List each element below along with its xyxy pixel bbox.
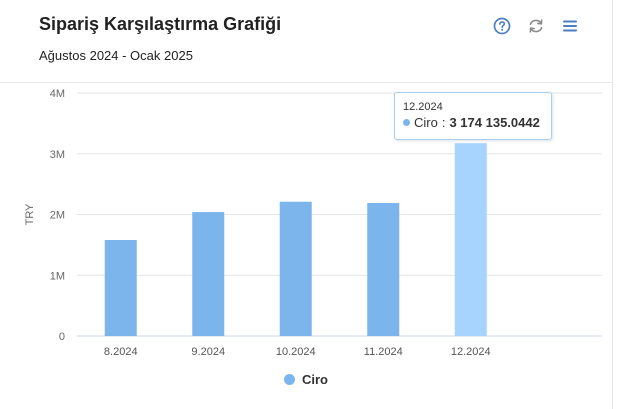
y-axis-title: TRY xyxy=(24,203,36,225)
legend-marker xyxy=(284,374,295,385)
bar xyxy=(367,202,400,336)
refresh-button[interactable] xyxy=(526,16,546,36)
chart-toolbar xyxy=(492,16,580,36)
y-tick-label: 3M xyxy=(50,149,65,161)
bar xyxy=(192,212,225,336)
chart-title: Sipariş Karşılaştırma Grafiği xyxy=(39,14,282,34)
refresh-icon xyxy=(529,19,543,33)
tooltip-series-name: Ciro xyxy=(414,115,438,130)
x-tick-label: 10.2024 xyxy=(276,346,316,358)
hamburger-menu-icon xyxy=(563,20,577,32)
chart-subtitle: Ağustos 2024 - Ocak 2025 xyxy=(39,48,193,63)
x-tick-label: 12.2024 xyxy=(451,346,491,358)
legend-label: Ciro xyxy=(302,372,328,387)
question-circle-icon xyxy=(493,17,511,35)
x-tick-label: 11.2024 xyxy=(364,346,403,358)
y-tick-label: 0 xyxy=(59,331,65,343)
tooltip-row: Ciro: 3 174 135.0442 xyxy=(403,115,540,130)
x-tick-label: 9.2024 xyxy=(191,346,225,358)
chart-tooltip: 12.2024 Ciro: 3 174 135.0442 xyxy=(394,92,552,140)
bar-chart: 0 1M 2M 3M 4M TRY 8.2024 9.2024 10.2024 11.2024 12… xyxy=(24,88,602,358)
x-tick-label: 8.2024 xyxy=(104,346,138,358)
bar xyxy=(104,240,137,336)
bar xyxy=(279,201,312,336)
chart-legend[interactable]: Ciro xyxy=(0,372,612,387)
bar xyxy=(454,143,487,336)
tooltip-category: 12.2024 xyxy=(403,101,443,113)
help-button[interactable] xyxy=(492,16,512,36)
y-tick-label: 4M xyxy=(50,88,65,100)
chart-header: Sipariş Karşılaştırma Grafiği Ağustos 20… xyxy=(0,0,612,83)
y-tick-label: 1M xyxy=(50,270,65,282)
y-tick-label: 2M xyxy=(50,210,65,222)
tooltip-series-dot xyxy=(403,119,410,126)
menu-button[interactable] xyxy=(560,16,580,36)
tooltip-value: 3 174 135.0442 xyxy=(449,115,540,130)
